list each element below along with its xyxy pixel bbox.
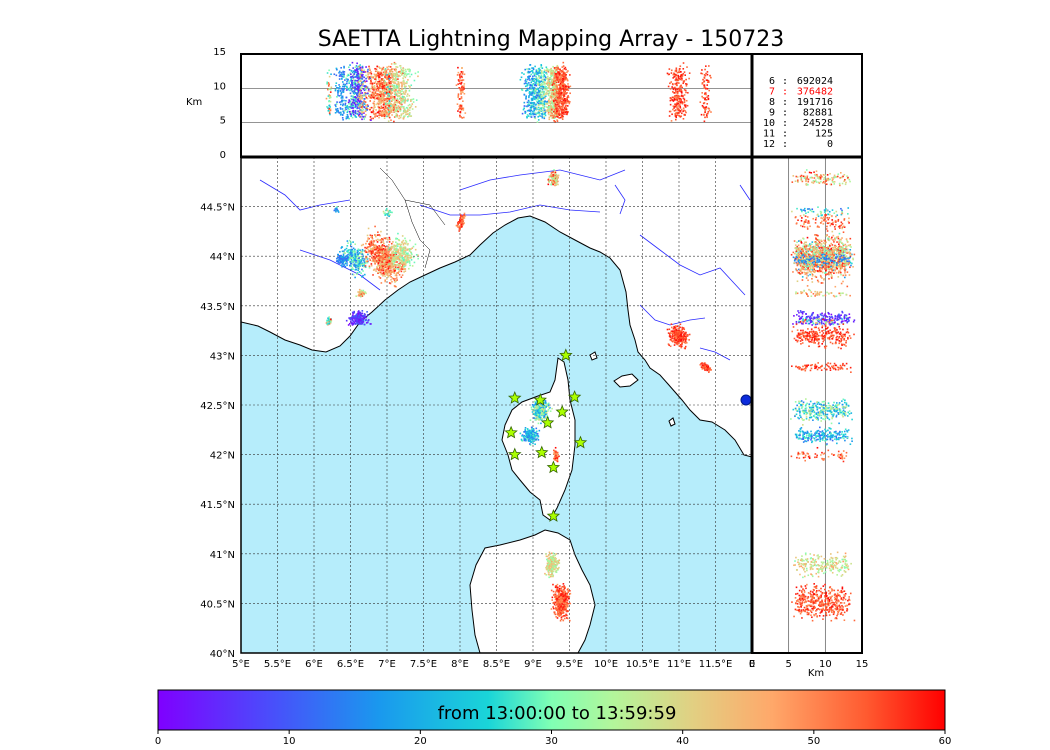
corsica-island: [501, 357, 576, 521]
lon-tick-label: 10.5°E: [626, 659, 660, 670]
side-lightning-points: [790, 169, 856, 622]
giglio-island: [668, 417, 676, 427]
stat-source-count: 376482: [797, 87, 833, 98]
map-stations: [504, 348, 588, 522]
stat-station-count: 9: [769, 108, 775, 119]
lon-tick-label: 11°E: [667, 659, 691, 670]
colorbar-tick-label: 30: [545, 736, 558, 747]
map-panel: [241, 157, 752, 653]
lon-tick-label: 7°E: [378, 659, 396, 670]
stat-source-count: 191716: [797, 97, 833, 108]
lon-tick-label: 9°E: [524, 659, 542, 670]
lat-tick-label: 41.5°N: [200, 500, 235, 511]
stat-station-count: 12: [763, 139, 775, 150]
elba-island: [613, 373, 639, 388]
station-star-icon: [546, 509, 561, 522]
altitude-lightning-points: [325, 61, 712, 123]
lat-tick-label: 41°N: [210, 550, 235, 561]
colorbar-tick-label: 20: [414, 736, 427, 747]
lon-tick-label: 11.5°E: [699, 659, 733, 670]
colorbar-tick-label: 0: [155, 736, 161, 747]
lat-tick-label: 40.5°N: [200, 599, 235, 610]
lon-tick-label: 10°E: [594, 659, 618, 670]
colorbar-tick-label: 40: [676, 736, 689, 747]
stat-source-count: 692024: [797, 76, 833, 87]
stat-station-count: 10: [763, 118, 775, 129]
stats-box: [751, 53, 863, 158]
station-star-icon: [507, 447, 522, 461]
station-count-stats: 6:6920247:3764828:1917169:8288110:245281…: [763, 76, 833, 150]
side-tick-label: 15: [856, 659, 869, 670]
figure-title: SAETTA Lightning Mapping Array - 150723: [318, 27, 785, 52]
station-star-icon: [573, 435, 588, 449]
map-lightning-points: [325, 169, 712, 622]
altitude-ylabel: Km: [186, 97, 202, 108]
station-star-icon: [535, 445, 549, 459]
colorbar-tick-label: 60: [939, 736, 952, 747]
lon-tick-label: 7.5°E: [410, 659, 437, 670]
longitude-ticks: 5°E 5.5°E 6°E 6.5°E 7°E 7.5°E 8°E 8.5°E 9°E 9.5°E…: [232, 659, 755, 670]
mainland-land: [241, 157, 752, 458]
side-tick-label: 10: [819, 659, 832, 670]
stat-source-count: 125: [815, 129, 833, 140]
lon-tick-label: 5.5°E: [264, 659, 291, 670]
lon-tick-label: 9.5°E: [556, 659, 583, 670]
map-gridlines: [241, 157, 752, 653]
station-star-icon: [567, 390, 582, 403]
altitude-panel: [241, 54, 752, 157]
stat-station-count: 6: [769, 76, 775, 87]
lon-tick-label: E: [749, 659, 755, 670]
station-star-icon: [540, 415, 555, 429]
side-xlabel: Km: [808, 668, 824, 679]
altitude-tick-label: 0: [220, 150, 226, 161]
altitude-tick-label: 10: [213, 81, 226, 92]
latitude-ticks: 40°N 40.5°N 41°N 41.5°N 42°N 42.5°N 43°N 43.5°N…: [200, 203, 235, 660]
altitude-gridlines: [241, 87, 752, 124]
lon-tick-label: 6.5°E: [337, 659, 364, 670]
colorbar-tick-label: 10: [283, 736, 296, 747]
altitude-ticks: 0 5 10 15: [213, 47, 226, 161]
stat-station-count: 7: [769, 87, 775, 98]
lat-tick-label: 44.5°N: [200, 203, 235, 214]
small-island: [589, 351, 598, 361]
station-star-icon: [546, 460, 561, 474]
colorbar-ticks: 0 10 20 30 40 50 60: [155, 730, 952, 747]
stat-station-count: 11: [763, 129, 775, 140]
lon-tick-label: 8°E: [451, 659, 469, 670]
station-star-icon: [504, 425, 518, 439]
station-star-icon: [533, 392, 547, 406]
lat-tick-label: 43.5°N: [200, 302, 235, 313]
side-ticks: 0 5 10 15: [749, 659, 869, 670]
colorbar: [157, 689, 946, 731]
lon-tick-label: 8.5°E: [483, 659, 510, 670]
side-tick-label: 0: [749, 659, 755, 670]
lat-tick-label: 43°N: [210, 351, 235, 362]
colorbar-tick-label: 50: [807, 736, 820, 747]
side-gridlines: [788, 157, 826, 653]
lat-tick-label: 40°N: [210, 649, 235, 660]
lat-tick-label: 44°N: [210, 252, 235, 263]
lat-tick-label: 42.5°N: [200, 401, 235, 412]
station-marker-blue: [740, 394, 752, 406]
altitude-tick-label: 15: [213, 47, 226, 58]
lon-tick-label: 5°E: [232, 659, 250, 670]
stat-source-count: 82881: [803, 108, 833, 119]
rivers: [259, 169, 751, 361]
station-star-icon: [507, 391, 522, 404]
sardinia-island: [469, 529, 596, 653]
colorbar-label: from 13:00:00 to 13:59:59: [438, 703, 677, 724]
side-tick-label: 5: [785, 659, 791, 670]
station-star-icon: [555, 404, 569, 418]
borders: [379, 167, 446, 269]
stat-source-count: 0: [827, 139, 833, 150]
altitude-tick-label: 5: [220, 116, 226, 127]
station-star-icon: [559, 348, 573, 362]
side-panel: [752, 157, 862, 653]
lat-tick-label: 42°N: [210, 451, 235, 462]
stat-station-count: 8: [769, 97, 775, 108]
lon-tick-label: 6°E: [305, 659, 323, 670]
stat-source-count: 24528: [803, 118, 833, 129]
